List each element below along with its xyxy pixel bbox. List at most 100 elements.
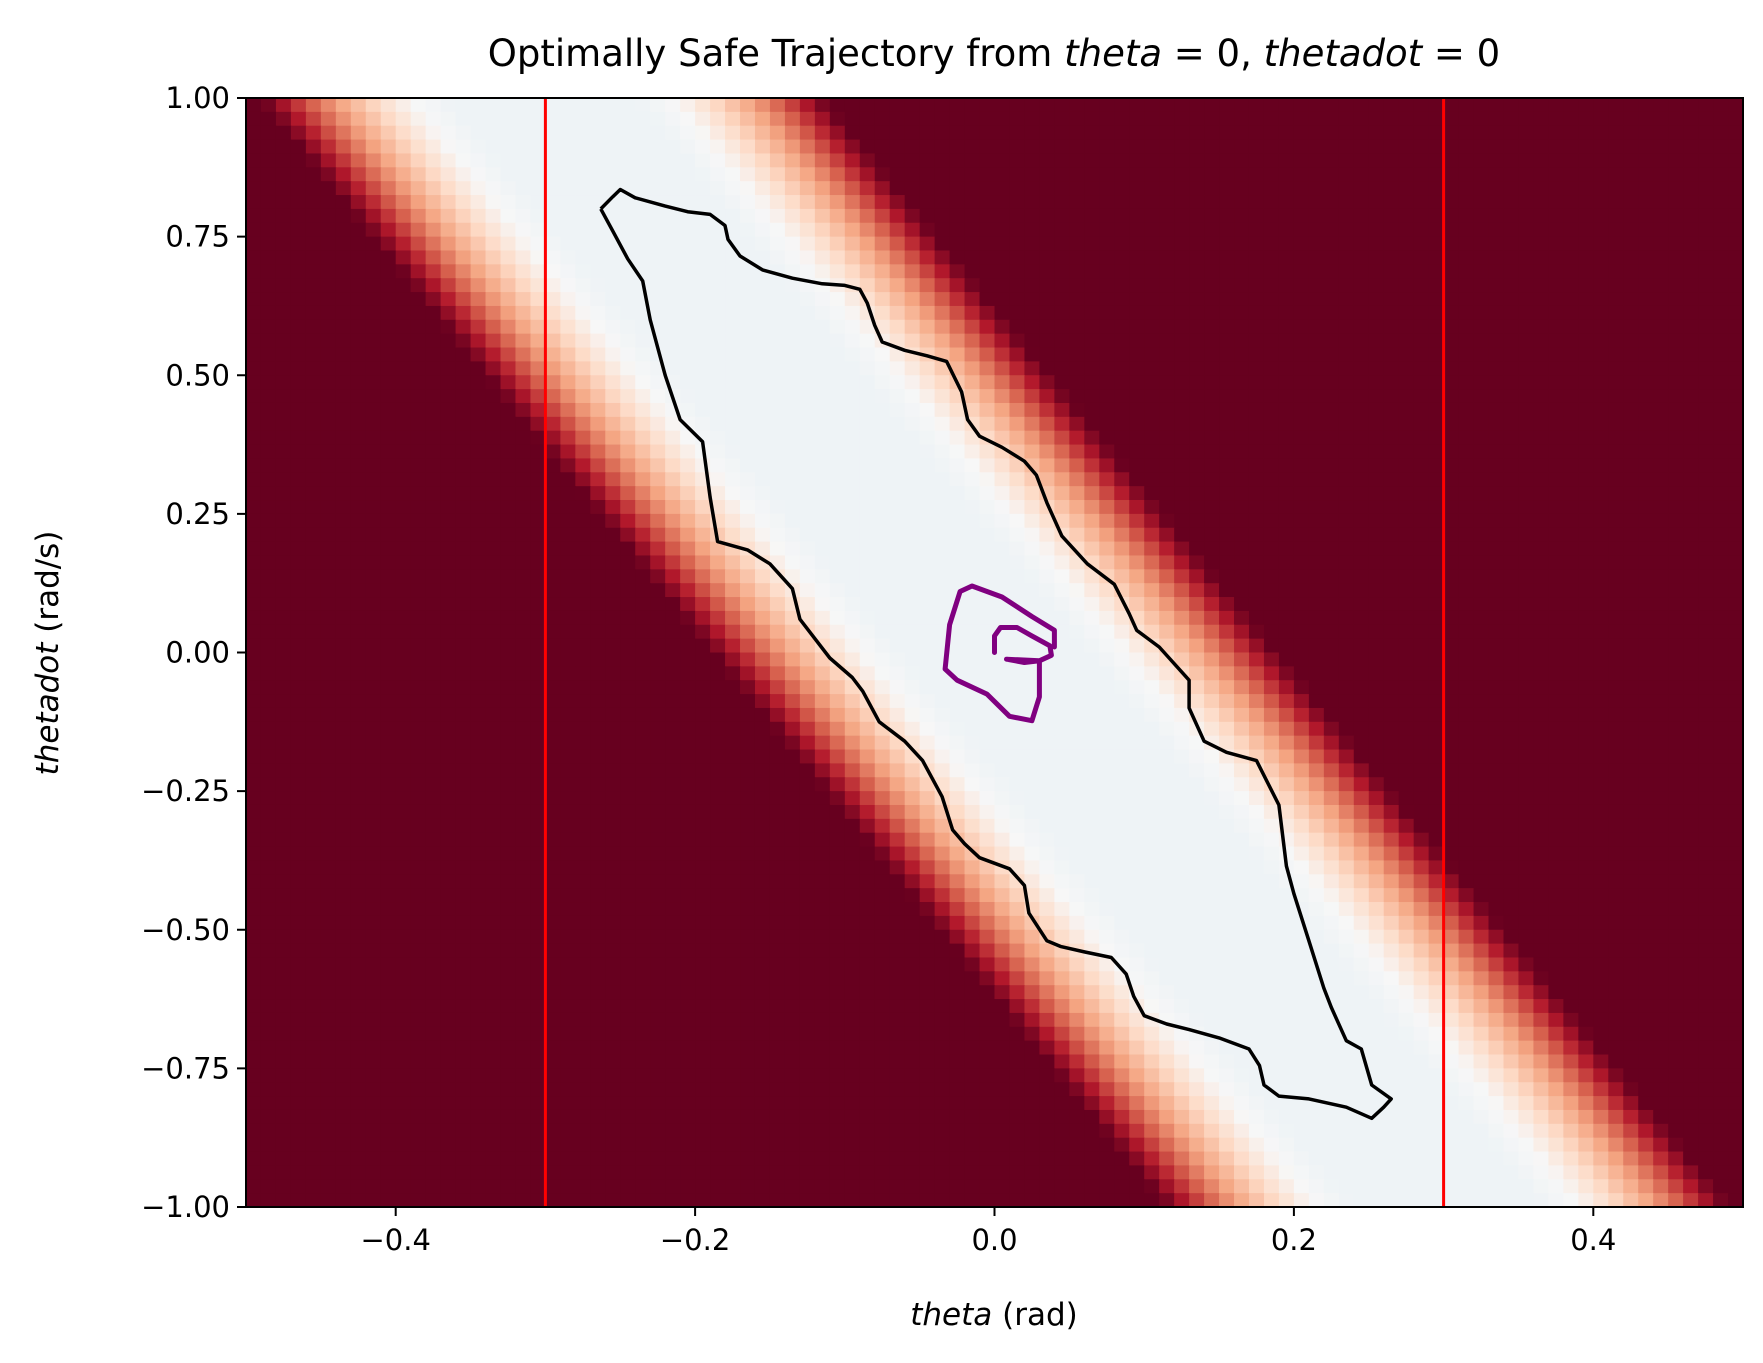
- heatmap-cell: [1413, 569, 1430, 584]
- heatmap-cell: [769, 402, 786, 418]
- heatmap-cell: [1129, 777, 1145, 792]
- heatmap-cell: [844, 111, 861, 127]
- heatmap-cell: [1413, 707, 1430, 723]
- heatmap-cell: [1144, 763, 1160, 778]
- heatmap-cell: [1518, 375, 1535, 390]
- heatmap-cell: [260, 375, 277, 390]
- heatmap-cell: [1548, 139, 1564, 155]
- heatmap-cell: [784, 375, 801, 390]
- heatmap-cell: [1638, 250, 1654, 265]
- heatmap-cell: [620, 680, 636, 695]
- heatmap-cell: [1204, 472, 1220, 487]
- heatmap-cell: [1234, 264, 1250, 279]
- heatmap-cell: [545, 694, 561, 709]
- heatmap-cell: [530, 375, 546, 390]
- heatmap-cell: [904, 597, 921, 612]
- heatmap-cell: [290, 278, 307, 293]
- heatmap-cell: [1548, 236, 1564, 252]
- heatmap-cell: [260, 402, 277, 418]
- heatmap-cell: [1398, 707, 1415, 723]
- heatmap-cell: [1698, 638, 1714, 654]
- heatmap-cell: [395, 153, 412, 168]
- heatmap-cell: [1698, 458, 1714, 473]
- heatmap-cell: [680, 305, 696, 321]
- heatmap-cell: [1069, 458, 1085, 473]
- heatmap-cell: [1204, 347, 1220, 362]
- heatmap-cell: [620, 319, 636, 335]
- heatmap-cell: [1713, 555, 1729, 570]
- heatmap-cell: [1009, 610, 1026, 626]
- heatmap-cell: [1443, 541, 1460, 557]
- heatmap-cell: [1398, 167, 1415, 182]
- heatmap-cell: [1099, 250, 1115, 265]
- heatmap-cell: [1653, 111, 1669, 127]
- heatmap-cell: [949, 652, 966, 667]
- heatmap-cell: [246, 638, 262, 654]
- heatmap-cell: [290, 694, 307, 709]
- heatmap-cell: [1413, 181, 1430, 196]
- heatmap-cell: [1488, 195, 1505, 210]
- heatmap-cell: [1084, 278, 1100, 293]
- heatmap-cell: [575, 638, 591, 654]
- heatmap-cell: [395, 361, 412, 376]
- heatmap-cell: [1698, 444, 1714, 460]
- heatmap-cell: [874, 555, 891, 570]
- heatmap-cell: [1608, 250, 1624, 265]
- heatmap-cell: [425, 125, 442, 141]
- heatmap-cell: [1458, 763, 1475, 778]
- heatmap-cell: [1174, 458, 1190, 473]
- heatmap-cell: [1608, 444, 1624, 460]
- heatmap-cell: [1234, 333, 1250, 349]
- heatmap-cell: [904, 513, 921, 529]
- heatmap-cell: [754, 694, 771, 709]
- heatmap-cell: [904, 305, 921, 321]
- heatmap-cell: [575, 597, 591, 612]
- heatmap-cell: [934, 98, 951, 113]
- heatmap-cell: [1533, 486, 1549, 501]
- heatmap-cell: [500, 305, 517, 321]
- heatmap-cell: [1728, 278, 1743, 293]
- heatmap-cell: [1278, 638, 1295, 654]
- heatmap-cell: [1668, 527, 1684, 543]
- heatmap-cell: [680, 125, 696, 141]
- heatmap-cell: [1024, 430, 1041, 446]
- heatmap-cell: [350, 389, 367, 404]
- heatmap-cell: [275, 402, 292, 418]
- heatmap-cell: [1458, 541, 1475, 557]
- heatmap-cell: [1443, 181, 1460, 196]
- heatmap-cell: [874, 569, 891, 584]
- heatmap-cell: [500, 347, 517, 362]
- heatmap-cell: [844, 735, 861, 751]
- heatmap-cell: [335, 652, 352, 667]
- heatmap-cell: [1353, 638, 1370, 654]
- heatmap-cell: [1338, 278, 1355, 293]
- heatmap-cell: [1234, 430, 1250, 446]
- heatmap-cell: [1024, 444, 1041, 460]
- heatmap-cell: [1653, 389, 1669, 404]
- heatmap-cell: [275, 694, 292, 709]
- heatmap-cell: [1458, 111, 1475, 127]
- heatmap-cell: [1204, 319, 1220, 335]
- heatmap-cell: [1398, 486, 1415, 501]
- heatmap-cell: [1503, 333, 1520, 349]
- heatmap-cell: [695, 430, 711, 446]
- heatmap-cell: [575, 125, 591, 141]
- heatmap-cell: [754, 472, 771, 487]
- heatmap-cell: [874, 195, 891, 210]
- heatmap-cell: [1458, 125, 1475, 141]
- heatmap-cell: [1653, 721, 1669, 737]
- heatmap-cell: [1039, 181, 1055, 196]
- heatmap-cell: [1533, 195, 1549, 210]
- heatmap-cell: [919, 513, 936, 529]
- heatmap-cell: [1548, 389, 1564, 404]
- heatmap-cell: [665, 278, 681, 293]
- heatmap-cell: [1189, 444, 1205, 460]
- heatmap-cell: [1219, 541, 1235, 557]
- heatmap-cell: [530, 333, 546, 349]
- heatmap-cell: [740, 486, 756, 501]
- heatmap-cell: [740, 305, 756, 321]
- title-prefix: Optimally Safe Trajectory from: [488, 32, 1064, 75]
- heatmap-cell: [1039, 735, 1055, 751]
- heatmap-cell: [949, 139, 966, 155]
- heatmap-cell: [455, 680, 472, 695]
